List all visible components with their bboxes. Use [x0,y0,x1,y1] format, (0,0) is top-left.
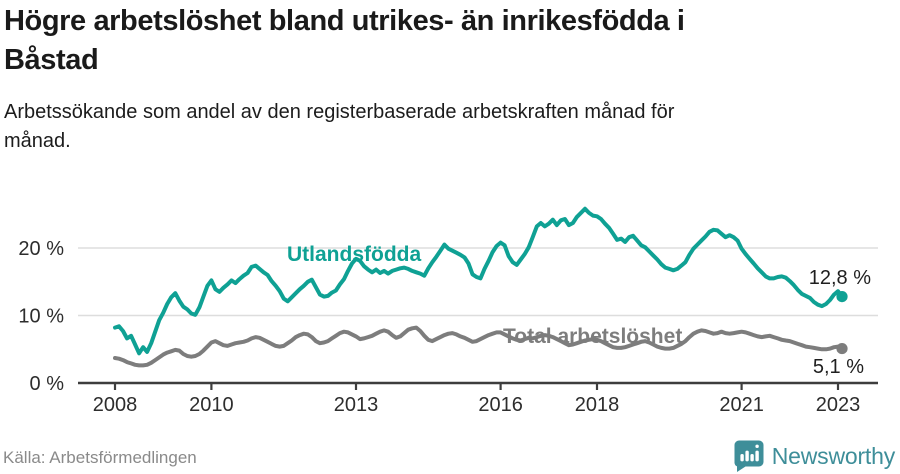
x-axis-tick-label: 2008 [93,394,138,416]
page-title-line-2: Båstad [4,44,99,76]
chart-subtitle: Arbetssökande som andel av den registerb… [4,98,824,156]
page-title: Högre arbetslöshet bland utrikes- än inr… [4,2,896,80]
x-axis-tick-label: 2021 [719,394,764,416]
end-value-annotation-total: 5,1 % [813,356,864,378]
chart-subtitle-line-1: Arbetssökande som andel av den registerb… [4,101,675,123]
series-label-total: Total arbetslöshet [503,325,682,348]
x-axis-tick-label: 2010 [189,394,234,416]
y-axis-tick-label: 0 % [30,373,65,395]
source-credit: Källa: Arbetsförmedlingen [3,448,197,467]
newsworthy-bubble-chart-icon [734,440,764,472]
series-end-dot-total [836,342,848,355]
x-axis-tick-label: 2018 [575,394,620,416]
series-end-dot-utlandsfodda [836,291,848,303]
x-axis-tick-label: 2016 [478,394,523,416]
x-axis-tick-label: 2023 [816,394,861,416]
series-line-total [113,325,844,368]
x-axis-tick-label: 2013 [334,394,379,416]
brand-name: Newsworthy [771,442,895,469]
end-value-annotation-utlandsfodda: 12,8 % [809,267,871,289]
line-chart-area: 0 % 10 % 20 % 2008 2010 2013 2016 2018 2021 2023 T… [0,186,900,426]
y-axis-tick-label: 10 % [18,306,64,328]
unemployment-line-chart: 0 % 10 % 20 % 2008 2010 2013 2016 2018 2021 2023 T… [18,206,878,416]
newsworthy-logo: Newsworthy [733,438,895,474]
series-line-utlandsfodda [113,206,844,356]
page-title-line-1: Högre arbetslöshet bland utrikes- än inr… [4,5,685,37]
y-axis-tick-label: 20 % [18,238,64,260]
series-label-utlandsfodda: Utlandsfödda [287,243,421,266]
chart-subtitle-line-2: månad. [4,130,71,152]
